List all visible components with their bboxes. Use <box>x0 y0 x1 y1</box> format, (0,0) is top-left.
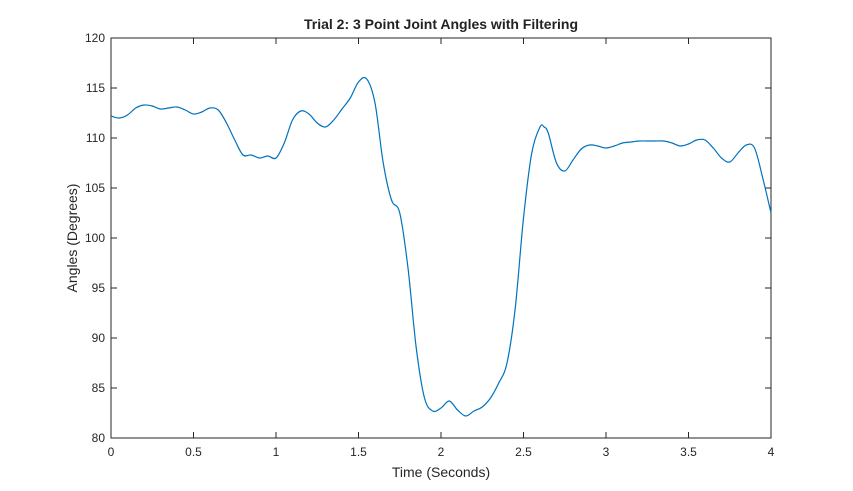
x-tick-label: 2 <box>438 445 445 459</box>
x-tick-label: 1.5 <box>350 445 367 459</box>
y-tick-label: 80 <box>92 431 106 445</box>
x-tick-label: 0.5 <box>185 445 202 459</box>
y-tick-label: 90 <box>92 331 106 345</box>
y-axis-label: Angles (Degrees) <box>64 184 80 293</box>
y-tick-label: 110 <box>86 131 105 145</box>
y-axis: 80 85 90 95 100 105 110 115 120 <box>85 31 771 445</box>
y-tick-label: 100 <box>85 231 105 245</box>
x-tick-label: 4 <box>768 445 775 459</box>
x-tick-label: 1 <box>273 445 280 459</box>
x-tick-label: 3 <box>603 445 610 459</box>
x-tick-label: 0 <box>108 445 115 459</box>
y-tick-label: 105 <box>85 181 105 195</box>
y-tick-label: 120 <box>85 31 105 45</box>
plot-area <box>110 37 772 439</box>
x-axis: 0 0.5 1 1.5 2 2.5 3 3.5 4 <box>108 38 775 459</box>
series-line <box>110 76 772 417</box>
y-tick-label: 95 <box>92 281 106 295</box>
x-tick-label: 3.5 <box>680 445 697 459</box>
x-axis-label: Time (Seconds) <box>392 464 490 480</box>
series-group <box>110 76 772 417</box>
y-tick-label: 85 <box>92 381 106 395</box>
chart-title: Trial 2: 3 Point Joint Angles with Filte… <box>304 16 578 32</box>
y-tick-label: 115 <box>86 81 105 95</box>
x-tick-label: 2.5 <box>515 445 532 459</box>
